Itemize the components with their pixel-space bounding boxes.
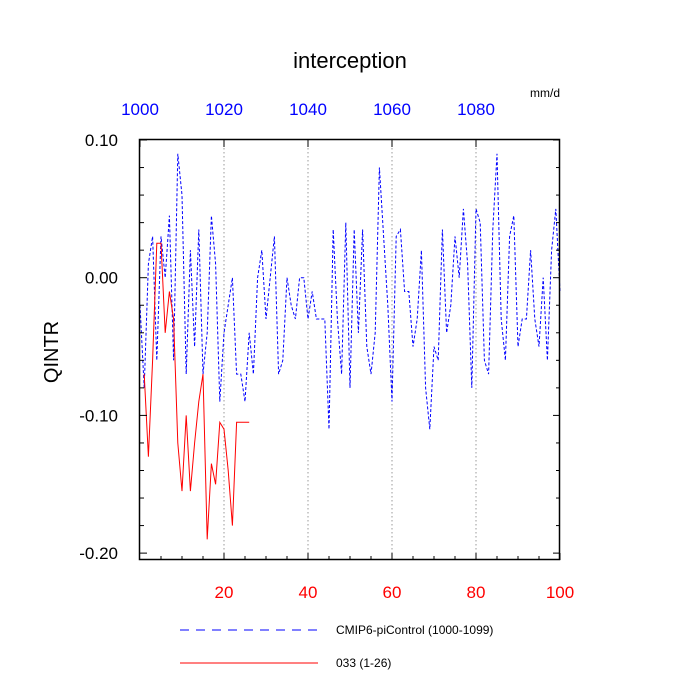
y-tick-label: 0.00 <box>85 269 118 288</box>
units-label: mm/d <box>530 86 560 100</box>
top-tick-label: 1080 <box>457 100 495 119</box>
top-tick-label: 1060 <box>373 100 411 119</box>
y-axis-label: QINTR <box>41 321 63 383</box>
chart-title: interception <box>293 48 407 73</box>
y-tick-label: -0.10 <box>79 406 118 425</box>
y-tick-label: -0.20 <box>79 544 118 563</box>
x-tick-label: 40 <box>299 583 318 602</box>
x-tick-label: 20 <box>215 583 234 602</box>
axis-ticks: 20 40 60 80 100 1000 1020 1040 1060 1080 0.10 0.00 -… <box>79 100 574 602</box>
series-line-2 <box>143 242 250 540</box>
y-tick-label: 0.10 <box>85 131 118 150</box>
legend: CMIP6-piControl (1000-1099) 033 (1-26) <box>180 623 493 670</box>
x-tick-label: 100 <box>546 583 574 602</box>
legend-label-2: 033 (1-26) <box>336 656 391 670</box>
legend-label-1: CMIP6-piControl (1000-1099) <box>336 623 493 637</box>
top-tick-label: 1000 <box>121 100 159 119</box>
top-tick-label: 1020 <box>205 100 243 119</box>
x-tick-label: 60 <box>383 583 402 602</box>
series-layer <box>139 153 561 540</box>
series-line-1 <box>139 153 561 430</box>
x-tick-label: 80 <box>467 583 486 602</box>
top-tick-label: 1040 <box>289 100 327 119</box>
